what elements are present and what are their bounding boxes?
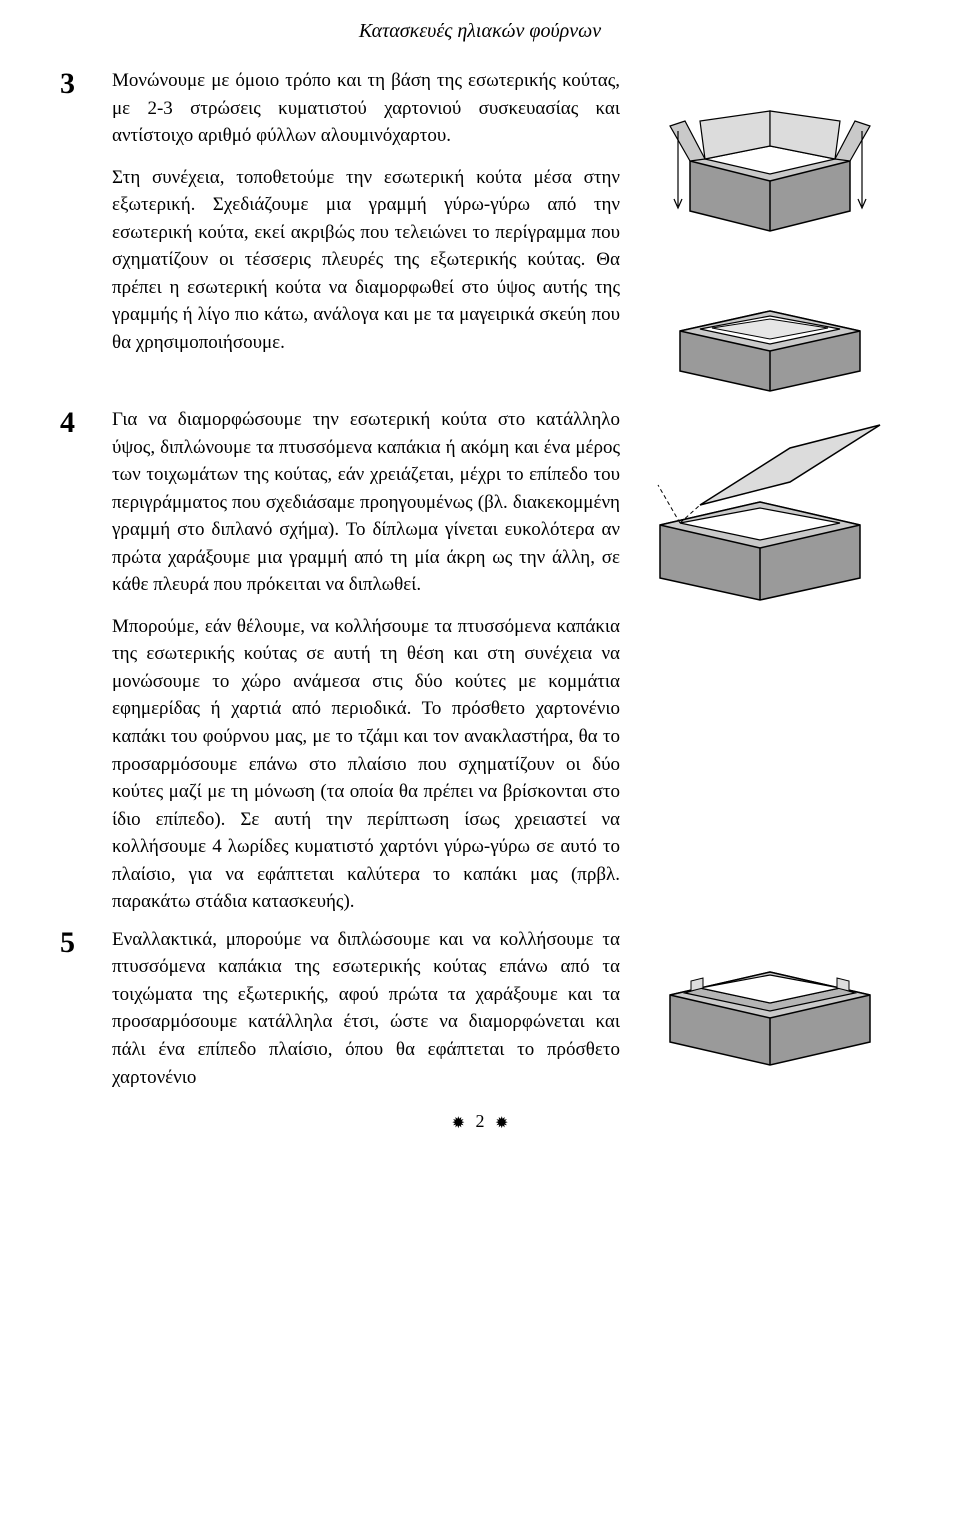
step-3-number: 3 [60,67,92,99]
page-header: Κατασκευές ηλιακών φούρνων [60,20,900,43]
box-nested-icon [650,276,890,396]
step-4-p1: Για να διαμορφώσουμε την εσωτερική κούτα… [112,406,620,599]
step-5-text: Εναλλακτικά, μπορούμε να διπλώσουμε και … [112,926,620,1091]
step-5-illustration [640,926,900,1070]
step-3-illustration [640,67,900,396]
gear-left-icon: ✹ [452,1113,465,1133]
step-4-number: 4 [60,406,92,438]
step-3-text: Μονώνουμε με όμοιο τρόπο και τη βάση της… [112,67,620,356]
step-4-text: Για να διαμορφώσουμε την εσωτερική κούτα… [112,406,620,916]
step-5-row: 5 Εναλλακτικά, μπορούμε να διπλώσουμε κα… [60,926,900,1091]
box-fold-dashed-icon [640,410,900,610]
step-3-row: 3 Μονώνουμε με όμοιο τρόπο και τη βάση τ… [60,67,900,396]
step-5-number: 5 [60,926,92,958]
box-open-flaps-icon [650,71,890,246]
page-number: 2 [476,1111,485,1131]
step-3-p1: Μονώνουμε με όμοιο τρόπο και τη βάση της… [112,67,620,150]
step-3-p2: Στη συνέχεια, τοποθετούμε την εσωτερική … [112,164,620,357]
box-rim-folded-icon [645,930,895,1070]
page-footer: ✹ 2 ✹ [60,1111,900,1133]
step-4-row: 4 Για να διαμορφώσουμε την εσωτερική κού… [60,406,900,916]
gear-right-icon: ✹ [495,1113,508,1133]
step-4-illustration [640,406,900,610]
step-5-p1: Εναλλακτικά, μπορούμε να διπλώσουμε και … [112,926,620,1091]
step-4-p2: Μπορούμε, εάν θέλουμε, να κολλήσουμε τα … [112,613,620,916]
